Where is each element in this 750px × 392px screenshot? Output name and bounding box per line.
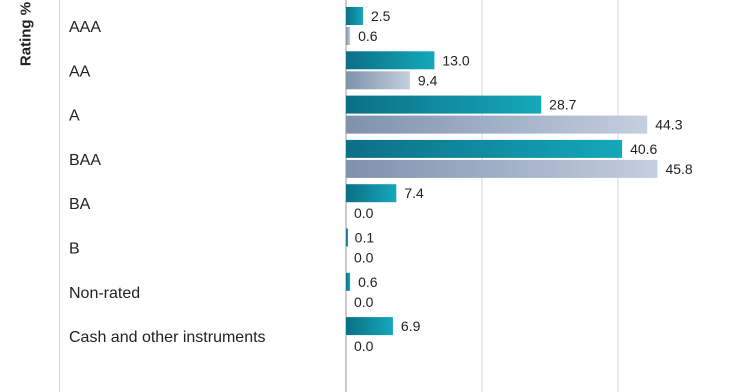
bar-series-1: [346, 139, 623, 158]
category-label: BA: [69, 196, 91, 213]
data-label: 9.4: [418, 72, 438, 88]
data-label: 0.0: [354, 250, 374, 266]
data-label: 45.8: [665, 161, 692, 177]
category-label: Cash and other instruments: [69, 329, 266, 346]
data-label: 40.6: [630, 141, 657, 157]
data-label: 13.0: [442, 52, 469, 68]
bar-series-2: [346, 115, 648, 134]
data-label: 0.0: [354, 205, 374, 221]
bar-series-1: [346, 51, 435, 70]
category-label: Non-rated: [69, 285, 140, 302]
bar-series-1: [346, 272, 351, 291]
data-label: 28.7: [549, 97, 576, 113]
data-label: 0.0: [354, 294, 374, 310]
bar-series-1: [346, 317, 393, 336]
bar-series-1: [346, 184, 397, 203]
data-label: 6.9: [401, 318, 421, 334]
category-label: B: [69, 241, 80, 258]
bar-series-1: [346, 7, 363, 25]
data-label: 0.0: [354, 338, 374, 354]
data-label: 2.5: [371, 8, 391, 24]
bar-series-1: [346, 228, 348, 247]
bar-series-2: [346, 159, 658, 178]
category-label: BAA: [69, 152, 101, 169]
data-label: 0.6: [358, 28, 378, 44]
category-label: AAA: [69, 19, 101, 36]
data-label: 0.6: [358, 274, 378, 290]
bar-series-2: [346, 27, 351, 45]
data-label: 7.4: [404, 185, 424, 201]
category-label: A: [69, 108, 80, 125]
bar-series-1: [346, 95, 542, 114]
data-label: 44.3: [655, 117, 682, 133]
category-label: AA: [69, 63, 91, 80]
data-label: 0.1: [355, 230, 375, 246]
left-divider: [59, 0, 60, 392]
bar-series-2: [346, 71, 410, 90]
